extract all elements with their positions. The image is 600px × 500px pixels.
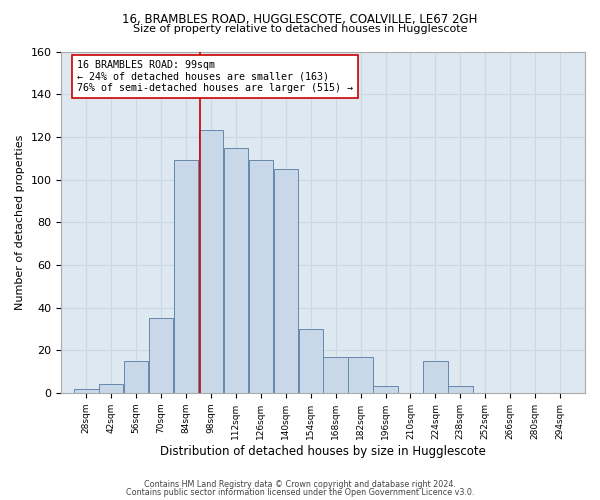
Bar bbox=[99, 384, 124, 393]
Bar bbox=[448, 386, 473, 393]
Bar bbox=[174, 160, 198, 393]
Bar bbox=[299, 329, 323, 393]
Bar bbox=[349, 356, 373, 393]
Text: Contains public sector information licensed under the Open Government Licence v3: Contains public sector information licen… bbox=[126, 488, 474, 497]
Text: 16, BRAMBLES ROAD, HUGGLESCOTE, COALVILLE, LE67 2GH: 16, BRAMBLES ROAD, HUGGLESCOTE, COALVILL… bbox=[122, 12, 478, 26]
Bar bbox=[224, 148, 248, 393]
Bar bbox=[149, 318, 173, 393]
Text: Contains HM Land Registry data © Crown copyright and database right 2024.: Contains HM Land Registry data © Crown c… bbox=[144, 480, 456, 489]
Y-axis label: Number of detached properties: Number of detached properties bbox=[15, 134, 25, 310]
Bar bbox=[124, 361, 148, 393]
Bar bbox=[199, 130, 223, 393]
Bar bbox=[423, 361, 448, 393]
Text: Size of property relative to detached houses in Hugglescote: Size of property relative to detached ho… bbox=[133, 24, 467, 34]
Bar bbox=[248, 160, 273, 393]
Bar bbox=[74, 388, 98, 393]
Bar bbox=[323, 356, 348, 393]
Bar bbox=[373, 386, 398, 393]
Text: 16 BRAMBLES ROAD: 99sqm
← 24% of detached houses are smaller (163)
76% of semi-d: 16 BRAMBLES ROAD: 99sqm ← 24% of detache… bbox=[77, 60, 353, 93]
Bar bbox=[274, 169, 298, 393]
X-axis label: Distribution of detached houses by size in Hugglescote: Distribution of detached houses by size … bbox=[160, 444, 486, 458]
